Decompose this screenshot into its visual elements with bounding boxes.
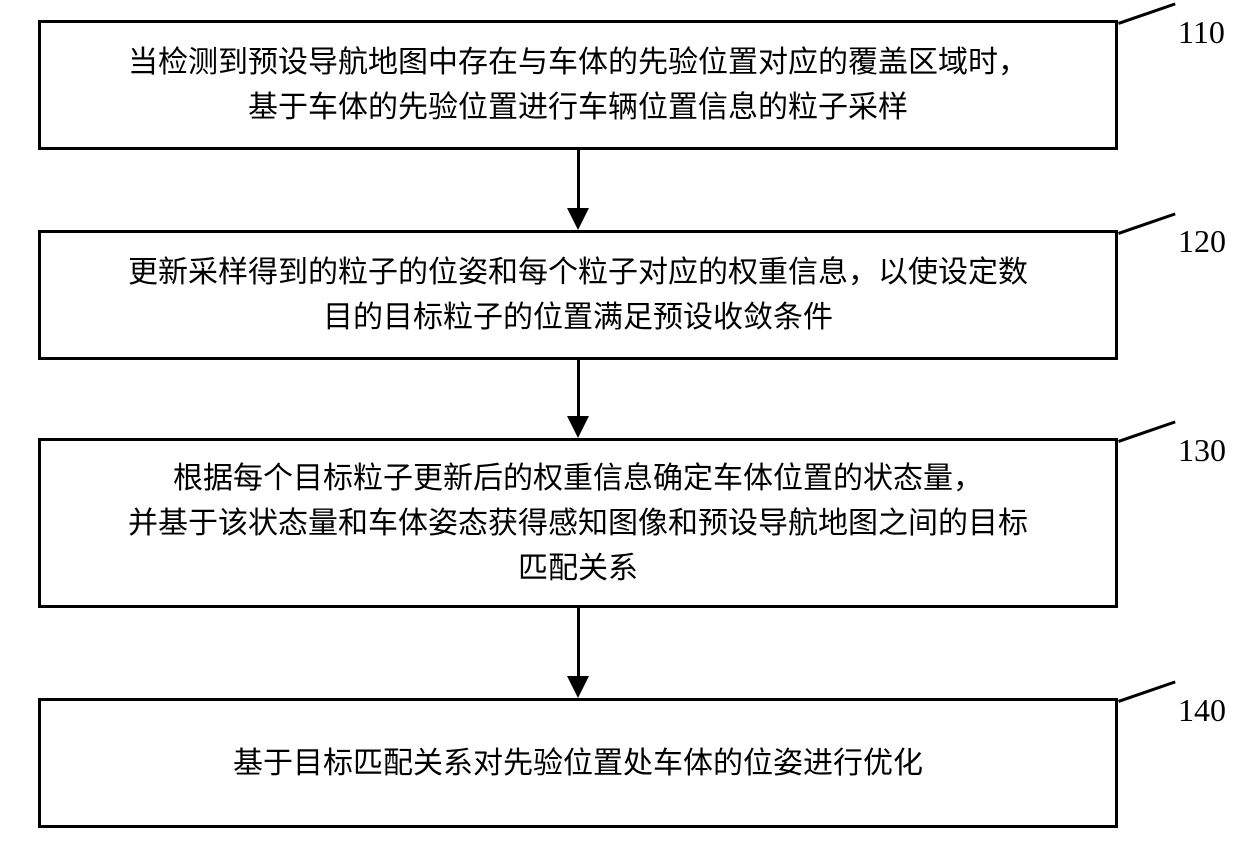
flow-node-110-label: 110: [1178, 14, 1225, 51]
callout-120: [1118, 212, 1176, 234]
edge-130-140: [577, 608, 580, 676]
flow-node-130-label: 130: [1178, 432, 1226, 469]
arrowhead-110-120: [567, 208, 589, 230]
callout-130: [1118, 420, 1176, 442]
callout-140: [1118, 680, 1176, 702]
flow-node-120-text: 更新采样得到的粒子的位姿和每个粒子对应的权重信息，以使设定数 目的目标粒子的位置…: [128, 250, 1028, 340]
flow-node-140: 基于目标匹配关系对先验位置处车体的位姿进行优化: [38, 698, 1118, 828]
flow-node-140-text: 基于目标匹配关系对先验位置处车体的位姿进行优化: [233, 741, 923, 786]
flow-node-120: 更新采样得到的粒子的位姿和每个粒子对应的权重信息，以使设定数 目的目标粒子的位置…: [38, 230, 1118, 360]
flowchart-canvas: 当检测到预设导航地图中存在与车体的先验位置对应的覆盖区域时， 基于车体的先验位置…: [0, 0, 1240, 855]
flow-node-110: 当检测到预设导航地图中存在与车体的先验位置对应的覆盖区域时， 基于车体的先验位置…: [38, 20, 1118, 150]
flow-node-120-label: 120: [1178, 223, 1226, 260]
arrowhead-120-130: [567, 416, 589, 438]
arrowhead-130-140: [567, 676, 589, 698]
flow-node-110-text: 当检测到预设导航地图中存在与车体的先验位置对应的覆盖区域时， 基于车体的先验位置…: [128, 40, 1028, 130]
flow-node-130-text: 根据每个目标粒子更新后的权重信息确定车体位置的状态量， 并基于该状态量和车体姿态…: [128, 456, 1028, 591]
flow-node-140-label: 140: [1178, 692, 1226, 729]
edge-110-120: [577, 150, 580, 208]
flow-node-130: 根据每个目标粒子更新后的权重信息确定车体位置的状态量， 并基于该状态量和车体姿态…: [38, 438, 1118, 608]
edge-120-130: [577, 360, 580, 416]
callout-110: [1118, 2, 1176, 24]
